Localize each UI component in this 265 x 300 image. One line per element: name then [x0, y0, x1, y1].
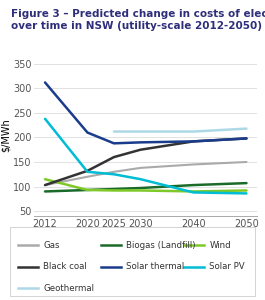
Text: Gas: Gas	[43, 241, 60, 250]
Y-axis label: $/MWh: $/MWh	[0, 118, 10, 152]
Text: Wind: Wind	[209, 241, 231, 250]
FancyBboxPatch shape	[11, 227, 255, 296]
Text: Geothermal: Geothermal	[43, 284, 94, 293]
Text: Biogas (Landfill): Biogas (Landfill)	[126, 241, 196, 250]
Text: Black coal: Black coal	[43, 262, 87, 271]
Text: Figure 3 – Predicted change in costs of electricity
over time in NSW (utility-sc: Figure 3 – Predicted change in costs of …	[11, 9, 265, 31]
Text: Solar thermal: Solar thermal	[126, 262, 184, 271]
Text: Solar PV: Solar PV	[209, 262, 245, 271]
